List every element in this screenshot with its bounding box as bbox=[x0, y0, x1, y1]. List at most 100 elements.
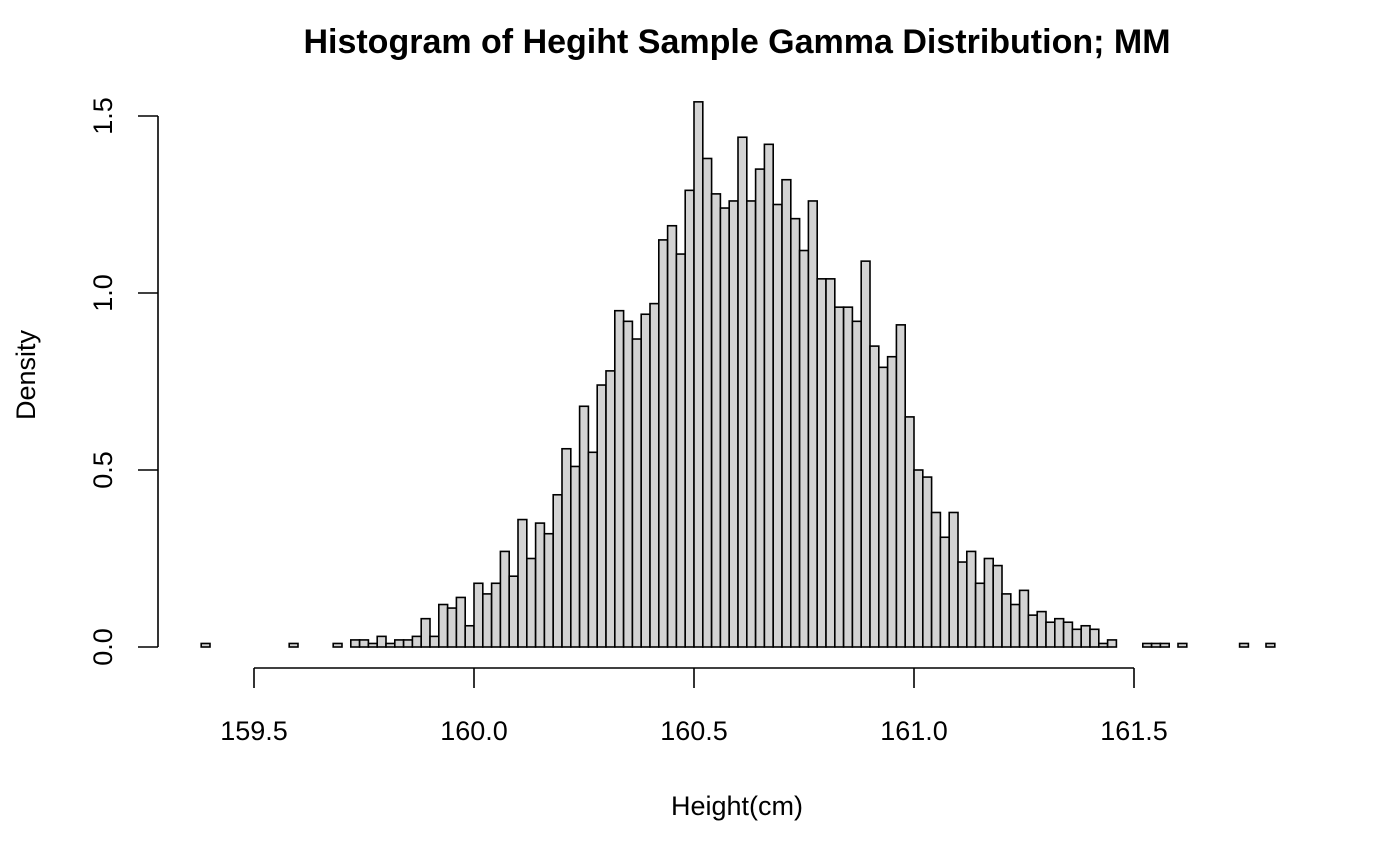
histogram-bar bbox=[385, 642, 396, 648]
histogram-bar bbox=[578, 405, 590, 648]
histogram-bar bbox=[939, 536, 951, 648]
x-axis-label: Height(cm) bbox=[671, 791, 803, 821]
histogram-bar bbox=[622, 320, 634, 648]
histogram-bar bbox=[1265, 642, 1276, 648]
x-tick-label: 159.5 bbox=[220, 716, 288, 746]
x-tick-label: 160.5 bbox=[660, 716, 728, 746]
histogram-bar bbox=[1177, 642, 1188, 648]
histogram-bar bbox=[763, 143, 775, 648]
histogram-bar bbox=[596, 384, 607, 648]
histogram-bar bbox=[1080, 624, 1091, 648]
histogram-bar bbox=[825, 278, 836, 648]
histogram-bar bbox=[965, 550, 977, 648]
histogram-bar bbox=[754, 168, 766, 648]
histogram-bar bbox=[675, 253, 687, 648]
histogram-bar bbox=[455, 596, 466, 648]
histogram-bar bbox=[534, 522, 546, 648]
histogram-bar bbox=[693, 101, 704, 648]
histogram-bar bbox=[974, 582, 986, 648]
histogram-bar bbox=[1238, 642, 1250, 648]
histogram-bar bbox=[1150, 642, 1162, 648]
histogram-bar bbox=[411, 635, 422, 648]
histogram-bar bbox=[561, 447, 572, 648]
histogram-bar bbox=[1036, 610, 1047, 648]
histogram-bar bbox=[913, 469, 924, 648]
histogram-bar bbox=[948, 511, 959, 648]
y-axis: 0.0 0.5 1.0 1.5 bbox=[88, 97, 159, 666]
histogram-bar bbox=[983, 557, 995, 648]
histogram-bar bbox=[904, 416, 915, 648]
histogram-bar bbox=[517, 518, 528, 648]
histogram-bar bbox=[1106, 639, 1118, 648]
histogram-bar bbox=[402, 639, 414, 648]
histogram-bar bbox=[684, 189, 695, 648]
histogram-bar bbox=[657, 239, 669, 648]
histogram-bar bbox=[437, 603, 449, 648]
y-tick-label: 1.0 bbox=[88, 274, 118, 312]
histogram-bar bbox=[446, 607, 458, 648]
histogram-bar bbox=[1071, 628, 1083, 648]
histogram-bar bbox=[288, 642, 299, 648]
histogram-bar bbox=[605, 370, 616, 648]
y-tick-label: 0.5 bbox=[88, 451, 118, 489]
histogram-bar bbox=[851, 320, 863, 648]
histogram-bar bbox=[464, 624, 475, 648]
histogram-bar bbox=[420, 617, 431, 648]
histogram-bar bbox=[1159, 642, 1171, 648]
histogram-bar bbox=[719, 207, 731, 648]
histogram-bar bbox=[745, 200, 757, 648]
histogram-bar bbox=[499, 550, 510, 648]
histogram-bar bbox=[1062, 621, 1074, 648]
histogram-bar bbox=[860, 260, 871, 648]
histogram-bar bbox=[490, 582, 502, 648]
histogram-bar bbox=[569, 465, 581, 648]
histogram-bar bbox=[587, 451, 599, 648]
x-tick-label: 160.0 bbox=[440, 716, 508, 746]
histogram-bar bbox=[649, 302, 660, 648]
histogram-bar bbox=[525, 557, 537, 648]
x-axis: 159.5 160.0 160.5 161.0 161.5 bbox=[220, 667, 1168, 746]
chart-title: Histogram of Hegiht Sample Gamma Distrib… bbox=[303, 23, 1170, 61]
histogram-bar bbox=[349, 639, 361, 648]
x-tick-label: 161.5 bbox=[1100, 716, 1168, 746]
histogram-bar bbox=[473, 582, 484, 648]
histogram-bar bbox=[1054, 617, 1065, 648]
histogram-bar bbox=[552, 493, 563, 648]
histogram-bars bbox=[200, 101, 1276, 648]
histogram-bar bbox=[640, 313, 651, 648]
histogram-bar bbox=[1098, 642, 1109, 648]
histogram-bar bbox=[789, 217, 801, 648]
y-tick-label: 1.5 bbox=[88, 97, 118, 135]
x-tick-label: 161.0 bbox=[880, 716, 948, 746]
histogram-bar bbox=[877, 366, 889, 648]
histogram-bar bbox=[1045, 621, 1056, 648]
histogram-bar bbox=[613, 309, 625, 648]
histogram-bar bbox=[921, 476, 933, 648]
histogram-bar bbox=[367, 642, 378, 648]
histogram-bar bbox=[728, 200, 739, 648]
histogram-bar bbox=[957, 561, 968, 648]
histogram-bar bbox=[930, 511, 942, 648]
histogram-bar bbox=[358, 639, 370, 648]
histogram-bar bbox=[393, 639, 405, 648]
histogram-bar bbox=[1089, 628, 1100, 648]
histogram-bar bbox=[710, 193, 722, 648]
histogram-bar bbox=[737, 136, 748, 648]
histogram-bar bbox=[1027, 614, 1039, 648]
histogram-bar bbox=[376, 635, 387, 648]
histogram-bar bbox=[508, 575, 519, 648]
y-axis-label: Density bbox=[11, 329, 41, 420]
histogram-bar bbox=[200, 642, 211, 648]
histogram-bar bbox=[781, 178, 792, 648]
histogram-bar bbox=[666, 224, 678, 648]
histogram-bar bbox=[833, 306, 845, 648]
histogram-bar bbox=[772, 203, 783, 648]
histogram-bar bbox=[631, 338, 643, 648]
histogram-bar bbox=[798, 249, 810, 648]
histogram-bar bbox=[895, 324, 907, 648]
histogram-bar bbox=[1142, 642, 1153, 648]
histogram-bar bbox=[807, 200, 819, 648]
y-tick-label: 0.0 bbox=[88, 628, 118, 666]
histogram-bar bbox=[886, 355, 898, 648]
histogram-bar bbox=[1009, 603, 1021, 648]
